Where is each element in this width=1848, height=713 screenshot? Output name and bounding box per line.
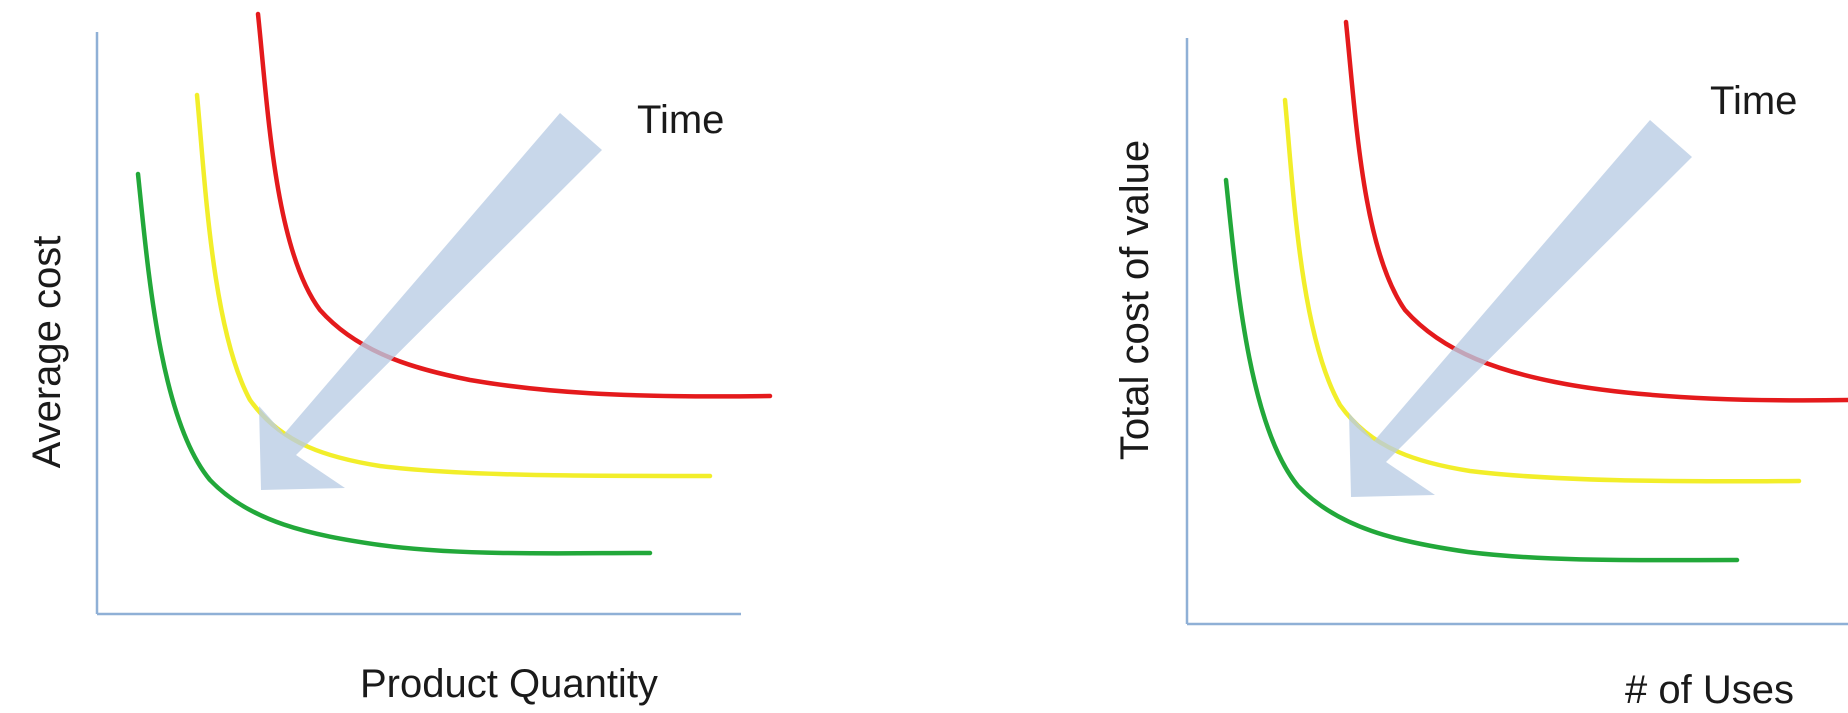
- right-x-axis-label: # of Uses: [1625, 668, 1794, 712]
- left-arrow-time-label: Time: [637, 98, 724, 142]
- left-curve-green: [135, 171, 653, 556]
- right-time-arrow: [1349, 120, 1692, 497]
- right-y-axis-label: Total cost of value: [1113, 140, 1157, 460]
- right-curve-green: [1223, 177, 1740, 563]
- right-curve-yellow: [1282, 97, 1802, 484]
- panel-left: Time Product Quantity Average cost: [25, 11, 773, 706]
- left-time-arrow: [259, 113, 602, 490]
- panel-right: Time # of Uses Total cost of value: [1113, 19, 1848, 712]
- right-arrow-time-label: Time: [1710, 79, 1797, 123]
- left-x-axis-label: Product Quantity: [360, 662, 658, 706]
- left-y-axis-label: Average cost: [25, 236, 69, 469]
- left-curve-yellow: [194, 92, 713, 479]
